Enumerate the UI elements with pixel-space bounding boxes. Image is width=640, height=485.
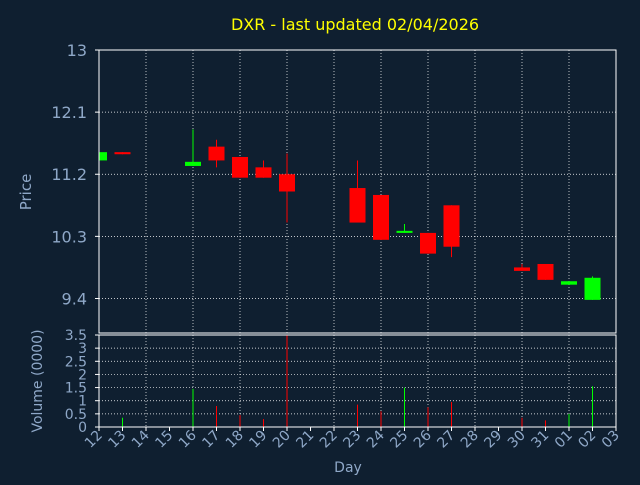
x-tick-label: 01 — [552, 428, 576, 452]
x-tick-label: 14 — [129, 427, 153, 451]
candle-body — [561, 281, 577, 285]
candle-body — [279, 174, 295, 192]
price-panel: 13 12.1 11.2 10.3 9.4 Price — [17, 41, 617, 334]
price-candles — [98, 129, 601, 300]
price-y-tick-label: 13 — [67, 41, 87, 60]
candle — [114, 152, 131, 155]
volume-x-ticks: 12 13 14 15 16 17 18 19 20 21 22 23 24 25 26 27 28 29 30 31… — [82, 427, 623, 451]
candle — [279, 153, 295, 223]
x-tick-label: 29 — [481, 428, 505, 452]
candle — [208, 139, 225, 168]
chart-title: DXR - last updated 02/04/2026 — [231, 15, 479, 34]
x-tick-label: 30 — [505, 428, 529, 452]
candle-body — [349, 188, 366, 223]
x-axis-label: Day — [334, 460, 362, 476]
candle-body — [443, 205, 460, 247]
volume-frame — [98, 334, 617, 428]
volume-y-tick-label: 3 — [78, 341, 87, 357]
price-y-axis-label: Price — [17, 174, 35, 211]
candle-body — [396, 230, 413, 233]
x-tick-label: 20 — [270, 428, 294, 452]
candle-body — [584, 277, 601, 300]
volume-panel: 3.532.521.510.50 12 13 14 15 16 17 18 19 20 21 22 2… — [30, 328, 623, 476]
x-tick-label: 02 — [575, 428, 599, 452]
candle — [514, 263, 530, 271]
volume-y-tick-label: 3.5 — [65, 328, 87, 344]
volume-y-tick-label: 0 — [78, 420, 87, 436]
candle — [98, 152, 107, 161]
volume-y-axis-label: Volume (0000) — [30, 329, 46, 432]
x-tick-label: 24 — [364, 427, 388, 451]
candle-body — [255, 167, 272, 178]
x-tick-label: 15 — [152, 428, 176, 452]
candle-body — [420, 232, 436, 254]
x-tick-label: 23 — [340, 428, 364, 452]
candle-body — [185, 161, 201, 166]
volume-y-tick-label: 2.5 — [65, 354, 87, 370]
candle — [349, 160, 366, 223]
candle — [537, 263, 554, 280]
x-tick-label: 26 — [411, 427, 435, 451]
x-tick-label: 03 — [599, 428, 623, 452]
candle — [443, 205, 460, 258]
volume-y-tick-label: 0.5 — [65, 407, 87, 423]
x-tick-label: 18 — [223, 428, 247, 452]
candle — [396, 223, 413, 233]
candle-body — [373, 194, 389, 240]
x-tick-label: 31 — [528, 428, 552, 452]
volume-bars — [122, 335, 593, 427]
x-tick-label: 17 — [199, 428, 223, 452]
price-y-ticks: 13 12.1 11.2 10.3 9.4 — [51, 41, 99, 308]
x-tick-label: 21 — [293, 428, 317, 452]
price-y-tick-label: 12.1 — [51, 103, 87, 122]
candle — [561, 281, 577, 285]
price-y-tick-label: 11.2 — [51, 165, 87, 184]
price-y-tick-label: 9.4 — [62, 289, 87, 308]
candle-body — [232, 156, 248, 178]
volume-y-tick-label: 1.5 — [65, 381, 87, 397]
candle — [232, 156, 248, 178]
volume-y-tick-label: 1 — [78, 394, 87, 410]
x-tick-label: 13 — [105, 428, 129, 452]
x-tick-label: 28 — [458, 428, 482, 452]
volume-y-ticks: 3.532.521.510.50 — [65, 328, 99, 436]
x-tick-label: 19 — [246, 428, 270, 452]
candle-body — [114, 152, 131, 155]
volume-y-tick-label: 2 — [78, 367, 87, 383]
candle — [420, 232, 436, 254]
x-tick-label: 25 — [387, 428, 411, 452]
x-tick-label: 27 — [434, 428, 458, 452]
candle — [185, 129, 201, 166]
candle-body — [514, 267, 530, 271]
x-tick-label: 22 — [317, 428, 341, 452]
price-y-tick-label: 10.3 — [51, 227, 87, 246]
candle-body — [99, 152, 107, 161]
candle — [584, 276, 601, 300]
candle — [255, 160, 272, 178]
candle-body — [208, 146, 225, 161]
candle — [373, 194, 389, 240]
x-tick-label: 16 — [176, 427, 200, 451]
candle-body — [537, 263, 554, 280]
price-frame — [98, 49, 617, 334]
